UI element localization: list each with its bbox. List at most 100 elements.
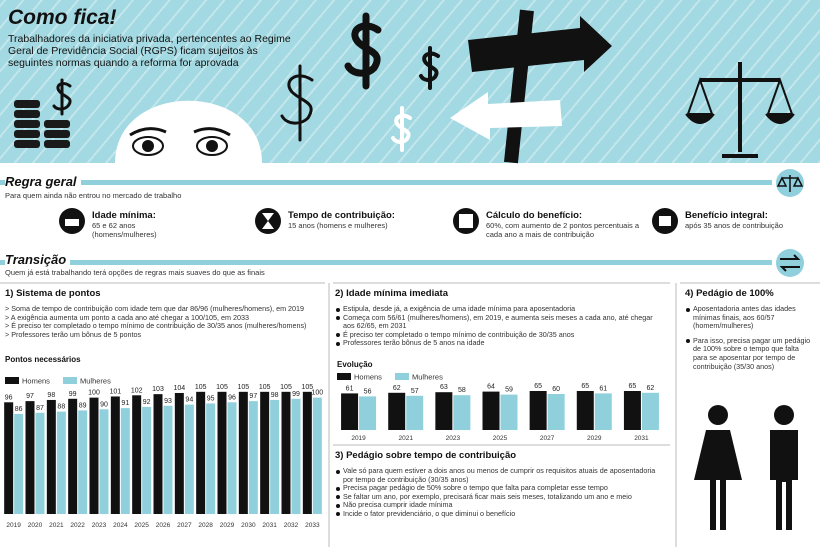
bar — [270, 399, 280, 514]
bar — [25, 401, 35, 514]
value-label: 62 — [647, 385, 655, 392]
bullet: Vale só para quem estiver a dois anos ou… — [335, 466, 665, 484]
bar — [302, 391, 312, 514]
x-tick-label: 2027 — [177, 522, 192, 529]
coins — [14, 100, 70, 148]
bar — [46, 399, 56, 514]
item-icons — [59, 208, 678, 234]
value-label: 88 — [57, 404, 65, 411]
bar — [248, 401, 258, 514]
section-heading: 1) Sistema de pontos — [5, 288, 101, 299]
value-label: 102 — [131, 387, 143, 394]
x-tick-label: 2027 — [540, 435, 555, 442]
bar — [291, 398, 301, 514]
bar — [142, 406, 152, 514]
bar — [56, 411, 66, 514]
face — [115, 100, 262, 163]
section: 2) Idade mínima imediata Estipula, desde… — [335, 288, 665, 348]
bullet: > A exigência aumenta um ponto a cada an… — [5, 312, 249, 322]
bar — [281, 391, 291, 514]
value-label: 58 — [458, 387, 466, 394]
legend-label: Homens — [22, 377, 50, 386]
value-label: 105 — [237, 384, 249, 391]
value-label: 96 — [5, 394, 13, 401]
value-label: 104 — [173, 385, 185, 392]
value-label: 64 — [487, 384, 495, 391]
bar — [132, 395, 142, 514]
rule-item: Benefício integral: após 35 anos de cont… — [685, 210, 815, 230]
bar — [68, 398, 78, 514]
bar — [341, 393, 359, 430]
value-label: 65 — [534, 383, 542, 390]
section-subtitle: Para quem ainda não entrou no mercado de… — [5, 191, 182, 200]
section-subtitle: Quem já está trabalhando terá opções de … — [5, 268, 265, 277]
value-label: 95 — [207, 395, 215, 402]
value-label: 62 — [393, 385, 401, 392]
bar — [120, 408, 130, 514]
value-label: 105 — [301, 384, 313, 391]
bar — [547, 394, 565, 430]
people-icons — [694, 405, 798, 530]
section-heading: 4) Pedágio de 100% — [685, 288, 774, 299]
x-tick-label: 2019 — [351, 435, 366, 442]
rule-item: Tempo de contribuição: 15 anos (homens e… — [288, 210, 448, 230]
x-tick-label: 2026 — [156, 522, 171, 529]
value-label: 65 — [581, 383, 589, 390]
value-label: 92 — [143, 399, 151, 406]
bar — [174, 392, 184, 514]
bullet: É preciso ter completado o tempo mínimo … — [335, 330, 665, 340]
x-tick-label: 2029 — [220, 522, 235, 529]
legend-label: Homens — [354, 373, 382, 382]
section-heading: 2) Idade mínima imediata — [335, 288, 448, 299]
section: 1) Sistema de pontos > Soma de tempo de … — [5, 288, 323, 339]
bullet: Professores terão bônus de 5 anos na ida… — [335, 339, 665, 348]
section-title: Regra geral — [5, 174, 81, 189]
bullet: > Professores terão um bônus de 5 pontos — [5, 329, 142, 339]
value-label: 61 — [346, 385, 354, 392]
bar — [196, 391, 206, 514]
rule-text: após 35 anos de contribuição — [685, 221, 783, 230]
bar — [99, 409, 109, 514]
x-tick-label: 2023 — [446, 435, 461, 442]
subtitle: Trabalhadores da iniciativa privada, per… — [8, 33, 291, 69]
value-label: 90 — [100, 401, 108, 408]
value-label: 105 — [259, 384, 271, 391]
x-tick-label: 2021 — [49, 522, 64, 529]
bullet: Para isso, precisa pagar um pedágio de 1… — [685, 336, 813, 371]
value-label: 100 — [88, 390, 100, 397]
rule-text: 60%, com aumento de 2 pontos percentuais… — [486, 221, 640, 239]
bullet: Estipula, desde já, a exigência de uma i… — [335, 304, 665, 314]
chart-title: Pontos necessários — [5, 355, 81, 364]
value-label: 87 — [36, 405, 44, 412]
bar — [594, 393, 612, 430]
bullet: > É preciso ter completado o tempo mínim… — [5, 321, 307, 331]
value-label: 61 — [599, 385, 607, 392]
legend-swatch — [5, 377, 19, 384]
rule-text: 65 e 62 anos (homens/mulheres) — [92, 221, 157, 239]
x-tick-label: 2019 — [6, 522, 21, 529]
x-tick-label: 2033 — [305, 522, 320, 529]
value-label: 96 — [228, 394, 236, 401]
x-tick-label: 2023 — [92, 522, 107, 529]
bullet: Começa com 56/61 (mulheres/homens), em 2… — [335, 313, 665, 331]
value-label: 65 — [629, 383, 637, 390]
value-label: 86 — [15, 406, 23, 413]
value-label: 94 — [185, 397, 193, 404]
rule-text: 15 anos (homens e mulheres) — [288, 221, 388, 230]
value-label: 56 — [364, 388, 372, 395]
scales — [685, 62, 795, 158]
value-label: 99 — [69, 391, 77, 398]
bar — [227, 402, 237, 514]
value-label: 63 — [440, 384, 448, 391]
value-label: 91 — [121, 400, 129, 407]
value-label: 105 — [195, 384, 207, 391]
bar — [110, 396, 120, 514]
bullet: Se faltar um ano, por exemplo, precisará… — [335, 492, 665, 502]
bullet: Precisa pagar pedágio de 50% sobre o tem… — [335, 484, 665, 493]
section-heading: 3) Pedágio sobre tempo de contribuição — [335, 450, 517, 461]
bullet: Aposentadoria antes das idades mínimas f… — [685, 304, 813, 331]
bar — [435, 392, 453, 430]
bar — [35, 412, 45, 514]
bar — [576, 391, 594, 430]
